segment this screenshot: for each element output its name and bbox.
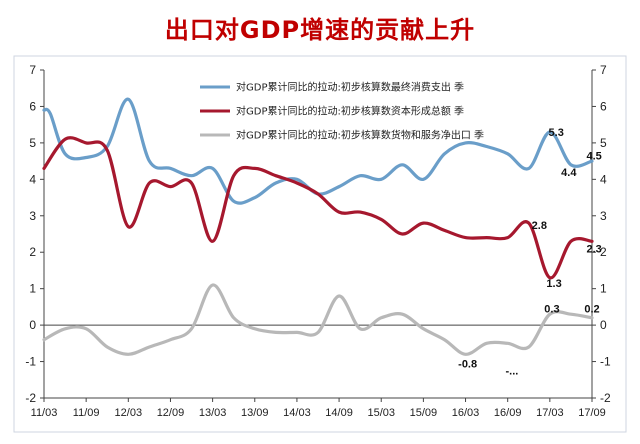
x-tick-label: 14/09 xyxy=(325,407,353,419)
data-label: -0.8 xyxy=(458,358,477,370)
x-tick-label: 11/03 xyxy=(31,407,58,419)
y-tick-label-right: 0 xyxy=(600,318,607,332)
y-tick-label-right: 4 xyxy=(600,172,607,186)
legend: 对GDP累计同比的拉动:初步核算数最终消费支出 季对GDP累计同比的拉动:初步核… xyxy=(200,81,484,142)
x-tick-label: 16/03 xyxy=(452,407,480,419)
axes: -2 -2 -1 -1 0 0 1 1 2 2 3 3 4 4 5 5 6 6 7 7 11/03 11/09 12/03 1… xyxy=(25,63,611,419)
x-tick-label: 15/09 xyxy=(410,407,438,419)
legend-label-2: 对GDP累计同比的拉动:初步核算数资本形成总额 季 xyxy=(236,105,464,118)
data-label: 5.3 xyxy=(549,127,564,139)
y-tick-label-left: 1 xyxy=(29,282,36,296)
data-labels: 5.3 4.5 4.4 2.8 2.3 1.3 0.3 0.2 -0.8 -... xyxy=(458,127,602,378)
y-tick-label-right: -2 xyxy=(600,391,611,405)
data-label: 2.3 xyxy=(586,244,601,256)
y-tick-label-right: 1 xyxy=(600,282,607,296)
x-tick-label: 15/03 xyxy=(367,407,395,419)
y-tick-label-left: 7 xyxy=(29,63,36,77)
data-label: 1.3 xyxy=(546,278,561,290)
x-tick-label: 12/03 xyxy=(115,407,143,419)
x-tick-label: 13/09 xyxy=(241,407,269,419)
x-tick-label: 11/09 xyxy=(73,407,100,419)
data-label: 0.2 xyxy=(584,304,599,316)
y-tick-label-right: 7 xyxy=(600,63,607,77)
data-label: 4.4 xyxy=(561,167,577,179)
y-tick-label-right: -1 xyxy=(600,355,611,369)
legend-label-3: 对GDP累计同比的拉动:初步核算数货物和服务净出口 季 xyxy=(236,129,484,142)
y-tick-label-right: 5 xyxy=(600,136,607,150)
y-tick-label-right: 2 xyxy=(600,245,607,259)
x-tick-label: 12/09 xyxy=(157,407,185,419)
y-tick-label-left: 4 xyxy=(29,172,36,186)
series-line-3 xyxy=(42,283,594,356)
data-label: 2.8 xyxy=(532,220,547,232)
x-tick-label: 13/03 xyxy=(199,407,227,419)
y-tick-label-left: 6 xyxy=(29,99,36,113)
chart-title: 出口对GDP增速的贡献上升 xyxy=(164,16,476,44)
x-tick-label: 16/09 xyxy=(494,407,522,419)
y-tick-label-left: -2 xyxy=(25,391,36,405)
data-label: 4.5 xyxy=(586,151,601,163)
y-tick-label-left: -1 xyxy=(25,355,36,369)
x-tick-label: 17/03 xyxy=(536,407,564,419)
y-tick-label-right: 3 xyxy=(600,209,607,223)
data-label: 0.3 xyxy=(544,304,559,316)
x-tick-label: 17/09 xyxy=(578,407,606,419)
y-tick-label-left: 2 xyxy=(29,245,36,259)
y-tick-label-right: 6 xyxy=(600,99,607,113)
chart-frame xyxy=(13,55,627,433)
legend-label-1: 对GDP累计同比的拉动:初步核算数最终消费支出 季 xyxy=(236,81,464,94)
y-tick-label-left: 5 xyxy=(29,136,36,150)
series-line-2 xyxy=(42,136,594,280)
x-tick-label: 14/03 xyxy=(283,407,311,419)
series-layer xyxy=(42,97,594,356)
data-label: -... xyxy=(505,366,518,378)
y-tick-label-left: 3 xyxy=(29,209,36,223)
y-tick-label-left: 0 xyxy=(29,318,36,332)
